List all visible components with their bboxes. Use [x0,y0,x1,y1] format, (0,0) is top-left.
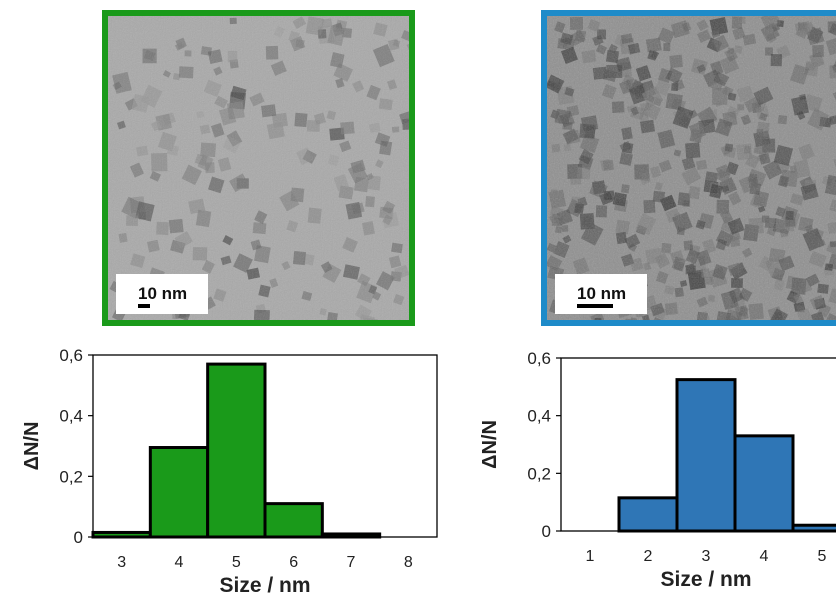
y-ticks-right: 0 0,2 0,4 0,6 [527,349,561,541]
y-axis-label-right: ΔN/N [479,420,501,469]
histogram-bar [733,434,795,533]
scale-line-right [577,304,613,308]
histogram-left: 0 0,2 0,4 0,6 3 4 5 6 7 8 ΔN/N Size / nm [21,346,438,597]
x-tick-label: 6 [289,554,298,571]
y-axis-label-left: ΔN/N [21,422,43,471]
x-tick-label: 3 [702,548,711,565]
scale-label-left: 10 nm [138,284,188,303]
x-tick-label: 3 [117,554,126,571]
x-tick-label: 7 [347,554,356,571]
y-tick-label: 0,6 [59,346,83,365]
y-tick-label: 0,4 [527,407,551,426]
histogram-bar [675,378,737,533]
tem-image-left: 10 nm [102,10,415,326]
scale-bar-right: 10 nm [555,274,647,314]
y-tick-label: 0 [542,522,551,541]
x-tick-label: 2 [644,548,653,565]
y-tick-label: 0,2 [527,464,551,483]
tem-micrograph-left [108,16,409,320]
bars-right [617,378,836,533]
x-tick-label: 4 [175,554,184,571]
y-ticks-left: 0 0,2 0,4 0,6 [59,346,93,547]
y-tick-label: 0 [74,528,83,547]
histogram-right: 0 0,2 0,4 0,6 1 2 3 4 5 ΔN/N Size / nm [479,349,836,591]
y-tick-label: 0,4 [59,407,83,426]
histogram-bar [320,532,382,539]
x-axis-label-right: Size / nm [660,568,751,591]
x-tick-label: 4 [760,548,769,565]
y-tick-label: 0,2 [59,467,83,486]
x-tick-label: 5 [232,554,241,571]
histogram-bar [148,446,210,539]
histogram-bar [206,362,267,539]
x-tick-label: 1 [586,548,595,565]
histogram-bar [263,502,324,539]
histogram-bar [617,496,679,533]
histogram-bar [91,530,152,539]
x-axis-label-left: Size / nm [219,574,310,597]
tem-image-right: 10 nm [541,10,836,326]
y-tick-label: 0,6 [527,349,551,368]
x-tick-label: 5 [818,548,827,565]
bars-left [91,362,382,539]
histogram-bar [791,523,836,533]
tem-micrograph-right [547,16,836,320]
scale-label-right: 10 nm [577,284,627,303]
scale-line-left [138,304,150,308]
scale-bar-left: 10 nm [116,274,208,314]
x-ticks-left: 3 4 5 6 7 8 [117,554,413,571]
x-tick-label: 8 [404,554,413,571]
x-ticks-right: 1 2 3 4 5 [586,548,827,565]
